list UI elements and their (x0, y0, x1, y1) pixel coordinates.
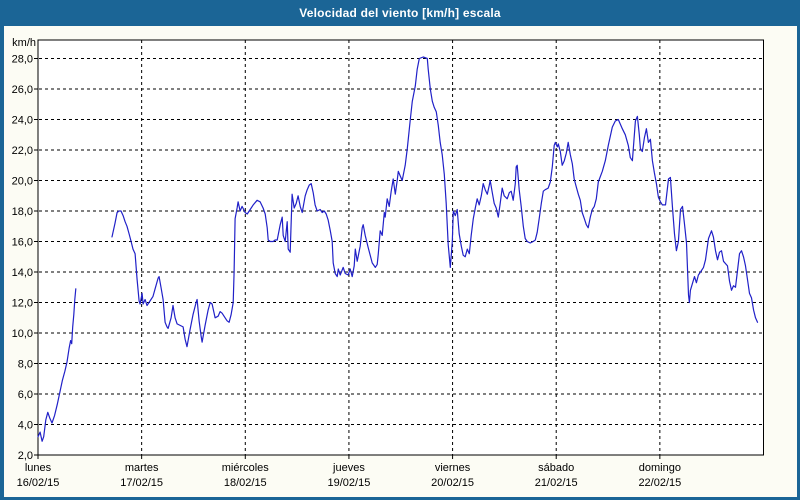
window-border-left (0, 0, 4, 500)
y-axis-tick-label: 2,0 (18, 450, 33, 462)
window-title: Velocidad del viento [km/h] escala (299, 6, 501, 20)
wind-speed-line (37, 288, 77, 442)
y-axis-unit-label: km/h (12, 37, 36, 49)
y-axis-tick-label: 26,0 (12, 84, 33, 96)
x-axis-day-label: viernes (435, 462, 471, 474)
window-border-right (797, 0, 800, 500)
y-axis-tick-label: 4,0 (18, 420, 33, 432)
x-axis-date-label: 21/02/15 (535, 477, 578, 489)
y-axis-tick-label: 20,0 (12, 176, 33, 188)
x-axis-day-label: sábado (538, 462, 574, 474)
x-axis-day-label: domingo (639, 462, 681, 474)
x-axis-day-label: miércoles (222, 462, 270, 474)
y-axis-tick-label: 10,0 (12, 328, 33, 340)
wind-speed-line (111, 56, 759, 348)
y-axis-tick-label: 22,0 (12, 145, 33, 157)
x-axis-date-label: 22/02/15 (638, 477, 681, 489)
x-axis-day-label: martes (125, 462, 159, 474)
y-axis-tick-label: 16,0 (12, 237, 33, 249)
y-axis-tick-label: 8,0 (18, 359, 33, 371)
y-axis-tick-label: 18,0 (12, 206, 33, 218)
x-axis-date-label: 17/02/15 (120, 477, 163, 489)
y-axis-tick-label: 14,0 (12, 267, 33, 279)
x-axis-day-label: lunes (25, 462, 52, 474)
plot-area (37, 39, 764, 456)
window-border-bottom (0, 497, 800, 500)
x-axis-day-label: jueves (332, 462, 365, 474)
x-axis-date-label: 19/02/15 (328, 477, 371, 489)
y-axis-tick-label: 24,0 (12, 115, 33, 127)
x-axis-date-label: 16/02/15 (17, 477, 60, 489)
window-titlebar: Velocidad del viento [km/h] escala (0, 0, 800, 26)
y-axis-tick-label: 28,0 (12, 54, 33, 66)
y-axis-tick-label: 12,0 (12, 298, 33, 310)
x-axis-date-label: 20/02/15 (431, 477, 474, 489)
y-axis-tick-label: 6,0 (18, 389, 33, 401)
x-axis-date-label: 18/02/15 (224, 477, 267, 489)
